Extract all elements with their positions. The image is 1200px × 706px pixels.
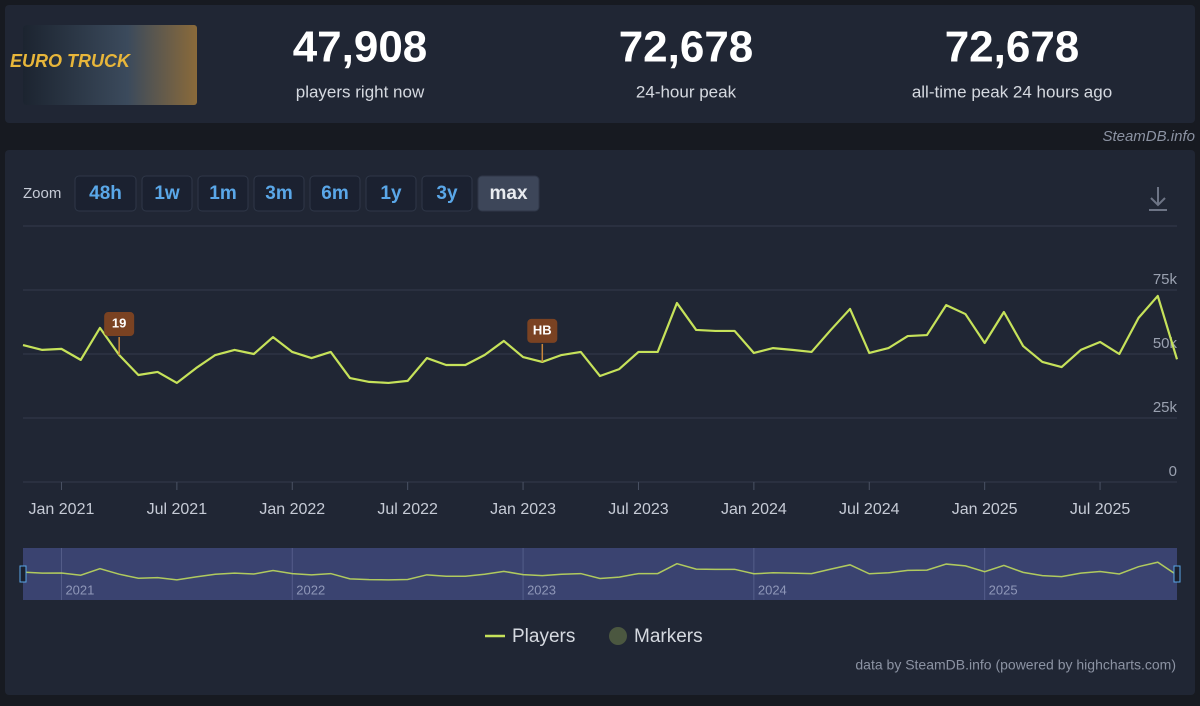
zoom-button-label[interactable]: 1y xyxy=(380,183,402,204)
x-tick-label: Jan 2024 xyxy=(721,501,787,518)
x-tick-label: Jan 2025 xyxy=(952,501,1018,518)
source-link[interactable]: SteamDB.info xyxy=(1102,128,1195,145)
zoom-button[interactable] xyxy=(365,175,417,212)
x-tick-label: Jan 2023 xyxy=(490,501,556,518)
download-icon[interactable] xyxy=(1149,187,1167,211)
x-tick-label: Jan 2021 xyxy=(29,501,95,518)
stat-value: 47,908 xyxy=(293,23,428,72)
zoom-button[interactable] xyxy=(197,175,249,212)
navigator-label: 2025 xyxy=(989,582,1018,597)
navigator-label: 2021 xyxy=(65,582,94,597)
zoom-button[interactable] xyxy=(421,175,473,212)
x-tick-label: Jul 2025 xyxy=(1070,501,1131,518)
zoom-button[interactable] xyxy=(253,175,305,212)
zoom-button-label[interactable]: 3m xyxy=(265,183,292,204)
download-glyph xyxy=(1149,187,1167,211)
zoom-button[interactable] xyxy=(74,175,137,212)
y-tick-label: 0 xyxy=(1169,463,1177,480)
stat-value: 72,678 xyxy=(619,23,754,72)
stat-label: players right now xyxy=(296,82,425,101)
x-tick-label: Jul 2024 xyxy=(839,501,900,518)
stat-label: all-time peak 24 hours ago xyxy=(912,82,1112,101)
x-tick-label: Jan 2022 xyxy=(259,501,325,518)
navigator-label: 2024 xyxy=(758,582,787,597)
stats-panel xyxy=(5,5,1195,123)
zoom-button[interactable] xyxy=(141,175,193,212)
navigator-label: 2022 xyxy=(296,582,325,597)
y-tick-label: 75k xyxy=(1153,271,1178,288)
game-logo-art xyxy=(23,25,197,105)
zoom-button-label[interactable]: 1w xyxy=(154,183,180,204)
zoom-button-label[interactable]: 3y xyxy=(436,183,458,204)
stat-value: 72,678 xyxy=(945,23,1080,72)
x-tick-label: Jul 2021 xyxy=(147,501,208,518)
legend-symbol[interactable] xyxy=(609,627,627,645)
chart-panel xyxy=(5,150,1195,695)
series-line xyxy=(22,294,1179,385)
navigator-label: 2023 xyxy=(527,582,556,597)
legend-label[interactable]: Markers xyxy=(634,626,703,647)
zoom-button-label[interactable]: 48h xyxy=(89,183,122,204)
x-tick-label: Jul 2022 xyxy=(377,501,438,518)
navigator-handle[interactable] xyxy=(1173,565,1181,583)
logo-text: EURO TRUCK xyxy=(10,51,132,71)
stat-label: 24-hour peak xyxy=(636,82,737,101)
zoom-button-label[interactable]: 6m xyxy=(321,183,348,204)
zoom-label: Zoom xyxy=(23,185,61,202)
navigator-line xyxy=(22,561,1178,581)
zoom-button[interactable] xyxy=(309,175,361,212)
navigator-handle[interactable] xyxy=(19,565,27,583)
y-tick-label: 25k xyxy=(1153,399,1178,416)
legend-label[interactable]: Players xyxy=(512,626,575,647)
credits[interactable]: data by SteamDB.info (powered by highcha… xyxy=(855,657,1176,673)
zoom-button-label[interactable]: 1m xyxy=(209,183,236,204)
annotation-badge[interactable] xyxy=(527,318,558,343)
annotation-label[interactable]: 19 xyxy=(112,315,126,330)
zoom-button-label[interactable]: max xyxy=(489,183,527,204)
annotation-label[interactable]: HB xyxy=(533,322,552,337)
annotation-badge[interactable] xyxy=(104,312,135,337)
x-tick-label: Jul 2023 xyxy=(608,501,669,518)
zoom-button[interactable] xyxy=(477,175,540,212)
